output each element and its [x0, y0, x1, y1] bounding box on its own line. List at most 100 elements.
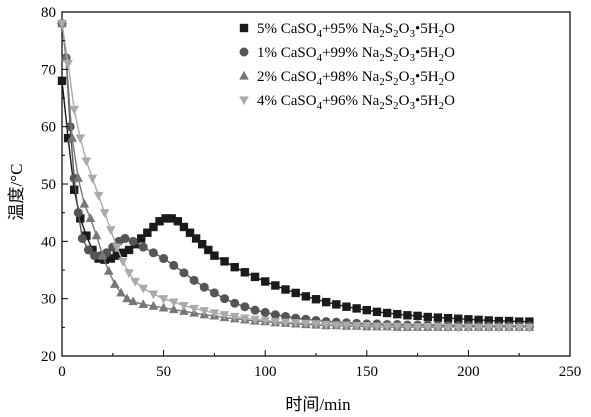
legend-text-part: +95% Na	[322, 21, 380, 37]
data-point	[57, 76, 67, 85]
plot-area	[57, 11, 571, 357]
data-point	[105, 226, 116, 236]
data-point	[204, 245, 213, 255]
data-point	[124, 245, 134, 255]
data-point	[352, 304, 361, 313]
legend-subscript: 2	[379, 52, 385, 64]
legend-subscript: 2	[439, 76, 445, 88]
data-point	[118, 248, 128, 257]
data-point	[280, 318, 291, 328]
data-point	[128, 296, 138, 306]
data-point	[494, 323, 504, 333]
data-point	[220, 257, 229, 266]
series-1	[57, 76, 534, 326]
data-point	[321, 297, 331, 307]
data-point	[290, 319, 301, 328]
legend-text-part: O	[399, 21, 410, 37]
data-point	[67, 132, 77, 142]
data-point	[106, 254, 115, 263]
data-point	[167, 214, 176, 223]
series-line	[61, 23, 530, 329]
data-point	[137, 234, 146, 243]
x-tick-label: 250	[559, 364, 582, 380]
data-point	[128, 236, 138, 246]
data-point	[173, 217, 183, 226]
data-point	[124, 269, 134, 279]
data-point	[342, 302, 351, 311]
data-point	[143, 228, 152, 237]
data-point	[130, 277, 140, 287]
data-point	[321, 320, 331, 330]
legend-subscript: 2	[379, 100, 385, 112]
legend-text-part: S	[385, 21, 393, 37]
data-point	[76, 214, 85, 223]
data-point	[219, 311, 230, 320]
data-point	[230, 262, 239, 272]
data-point	[199, 307, 210, 316]
data-point	[514, 323, 524, 333]
x-tick-label: 50	[156, 364, 171, 380]
legend-text-part: O	[444, 69, 455, 85]
data-point	[250, 305, 260, 315]
legend-text-part: 1% CaSO	[257, 45, 317, 61]
data-point	[87, 174, 98, 184]
data-point	[149, 222, 158, 232]
data-point	[65, 122, 75, 132]
legend-subscript: 2	[439, 28, 445, 40]
data-point	[148, 248, 158, 258]
data-point	[57, 19, 67, 29]
data-point	[148, 290, 159, 300]
data-point	[99, 209, 110, 218]
data-point	[103, 265, 114, 275]
data-point	[443, 313, 453, 323]
data-point	[83, 245, 93, 255]
data-point	[110, 279, 120, 288]
data-point	[97, 250, 108, 260]
data-point	[168, 298, 179, 308]
legend-entry-3: 2% CaSO4+98% Na2S2O3•5H2O	[239, 69, 455, 88]
data-point	[179, 222, 189, 232]
data-point	[61, 52, 71, 62]
legend-text-part: O	[399, 45, 410, 61]
data-point	[63, 133, 73, 143]
data-point	[155, 217, 164, 226]
legend-label: 2% CaSO4+98% Na2S2O3•5H2O	[257, 69, 455, 88]
data-point	[525, 317, 534, 326]
data-point	[138, 299, 149, 308]
data-point	[158, 295, 169, 304]
data-point	[260, 316, 270, 326]
x-tick-label: 150	[356, 364, 379, 380]
legend-marker	[239, 47, 249, 57]
y-tick-label: 80	[41, 5, 56, 21]
data-point	[189, 304, 199, 314]
data-point	[271, 281, 280, 290]
data-point	[240, 302, 250, 312]
data-point	[179, 301, 189, 311]
legend-subscript: 4	[317, 28, 323, 40]
legend-text-part: O	[399, 93, 410, 109]
legend-subscript: 3	[409, 100, 415, 112]
data-point	[372, 322, 382, 332]
data-point	[382, 322, 392, 332]
legend-text-part: +99% Na	[322, 45, 380, 61]
legend-subscript: 2	[393, 28, 399, 40]
data-point	[260, 307, 270, 317]
data-point	[291, 288, 300, 298]
data-point	[433, 313, 443, 322]
data-point	[281, 285, 290, 294]
y-tick-label: 30	[41, 292, 56, 308]
data-point	[118, 257, 128, 267]
data-point	[403, 311, 412, 320]
data-point	[75, 134, 86, 144]
data-point	[362, 305, 371, 315]
data-point	[229, 312, 240, 322]
data-point	[311, 320, 321, 330]
legend-text-part: S	[385, 45, 393, 61]
data-point	[161, 214, 170, 223]
legend-subscript: 2	[393, 76, 399, 88]
data-point	[169, 260, 179, 270]
data-point	[120, 233, 130, 243]
y-tick-label: 20	[41, 349, 56, 365]
